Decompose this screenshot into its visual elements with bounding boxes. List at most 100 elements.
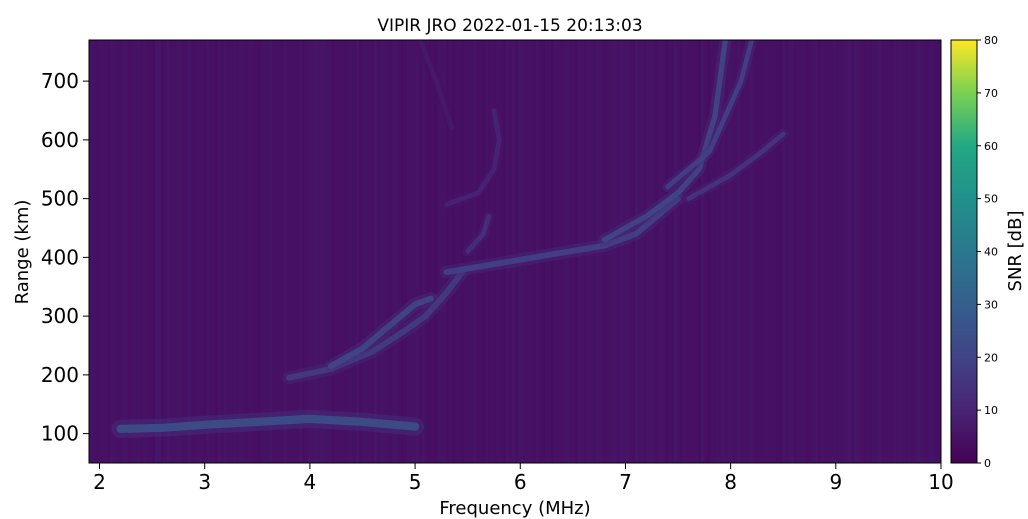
noise-column bbox=[104, 40, 107, 463]
noise-column bbox=[356, 40, 359, 463]
noise-column bbox=[113, 40, 116, 463]
noise-column bbox=[866, 40, 869, 463]
noise-column bbox=[587, 40, 590, 463]
noise-column bbox=[779, 40, 782, 463]
noise-column bbox=[128, 40, 131, 463]
noise-column bbox=[482, 40, 485, 463]
noise-column bbox=[122, 40, 125, 463]
noise-column bbox=[722, 40, 725, 463]
noise-column bbox=[806, 40, 809, 463]
noise-column bbox=[341, 40, 344, 463]
noise-column bbox=[674, 40, 677, 463]
noise-column bbox=[185, 40, 188, 463]
noise-column bbox=[398, 40, 401, 463]
noise-column bbox=[197, 40, 200, 463]
noise-column bbox=[863, 40, 866, 463]
echo-trace bbox=[417, 40, 455, 131]
noise-column bbox=[647, 40, 650, 463]
noise-column bbox=[515, 40, 518, 463]
colorbar: 0 10 20 30 40 50 60 70 80 SNR [dB] bbox=[950, 34, 1026, 470]
noise-column bbox=[227, 40, 230, 463]
x-tick-label: 8 bbox=[724, 470, 737, 494]
noise-column bbox=[125, 40, 128, 463]
noise-column bbox=[440, 40, 443, 463]
noise-column bbox=[383, 40, 386, 463]
echo-trace bbox=[465, 213, 492, 254]
noise-column bbox=[698, 40, 701, 463]
noise-column bbox=[491, 40, 494, 463]
noise-column bbox=[890, 40, 893, 463]
noise-column bbox=[98, 40, 101, 463]
noise-column bbox=[689, 40, 692, 463]
noise-column bbox=[143, 40, 146, 463]
noise-column bbox=[539, 40, 542, 463]
noise-column bbox=[191, 40, 194, 463]
noise-column bbox=[530, 40, 533, 463]
noise-column bbox=[404, 40, 407, 463]
noise-column bbox=[368, 40, 371, 463]
noise-column bbox=[407, 40, 410, 463]
noise-column bbox=[431, 40, 434, 463]
noise-column bbox=[818, 40, 821, 463]
y-tick-label: 100 bbox=[41, 422, 79, 446]
noise-column bbox=[899, 40, 902, 463]
noise-column bbox=[380, 40, 383, 463]
noise-column bbox=[512, 40, 515, 463]
noise-column bbox=[173, 40, 176, 463]
noise-column bbox=[278, 40, 281, 463]
noise-column bbox=[281, 40, 284, 463]
noise-column bbox=[614, 40, 617, 463]
noise-column bbox=[665, 40, 668, 463]
noise-column bbox=[110, 40, 113, 463]
noise-column bbox=[458, 40, 461, 463]
noise-column bbox=[680, 40, 683, 463]
noise-column bbox=[653, 40, 656, 463]
noise-column bbox=[365, 40, 368, 463]
noise-column bbox=[212, 40, 215, 463]
noise-column bbox=[443, 40, 446, 463]
noise-column bbox=[434, 40, 437, 463]
colorbar-tick-label: 0 bbox=[984, 457, 991, 470]
x-tick-label: 6 bbox=[514, 470, 527, 494]
noise-column bbox=[668, 40, 671, 463]
noise-column bbox=[119, 40, 122, 463]
noise-column bbox=[137, 40, 140, 463]
noise-column bbox=[479, 40, 482, 463]
noise-column bbox=[338, 40, 341, 463]
noise-column bbox=[116, 40, 119, 463]
noise-column bbox=[323, 40, 326, 463]
noise-column bbox=[692, 40, 695, 463]
noise-column bbox=[716, 40, 719, 463]
noise-column bbox=[542, 40, 545, 463]
noise-column bbox=[527, 40, 530, 463]
noise-column bbox=[914, 40, 917, 463]
x-tick-label: 2 bbox=[93, 470, 106, 494]
noise-column bbox=[623, 40, 626, 463]
noise-column bbox=[488, 40, 491, 463]
noise-column bbox=[320, 40, 323, 463]
noise-column bbox=[476, 40, 479, 463]
noise-column bbox=[767, 40, 770, 463]
colorbar-label: SNR [dB] bbox=[1005, 211, 1026, 292]
noise-column bbox=[770, 40, 773, 463]
noise-column bbox=[710, 40, 713, 463]
noise-column bbox=[893, 40, 896, 463]
noise-column bbox=[272, 40, 275, 463]
noise-column bbox=[182, 40, 185, 463]
noise-column bbox=[224, 40, 227, 463]
noise-column bbox=[938, 40, 941, 463]
noise-column bbox=[809, 40, 812, 463]
y-tick-label: 400 bbox=[41, 245, 79, 269]
noise-column bbox=[590, 40, 593, 463]
noise-column bbox=[149, 40, 152, 463]
noise-column bbox=[200, 40, 203, 463]
noise-column bbox=[284, 40, 287, 463]
x-tick-label: 4 bbox=[304, 470, 317, 494]
noise-column bbox=[236, 40, 239, 463]
noise-column bbox=[389, 40, 392, 463]
noise-column bbox=[326, 40, 329, 463]
noise-column bbox=[599, 40, 602, 463]
noise-column bbox=[764, 40, 767, 463]
noise-column bbox=[260, 40, 263, 463]
noise-column bbox=[374, 40, 377, 463]
